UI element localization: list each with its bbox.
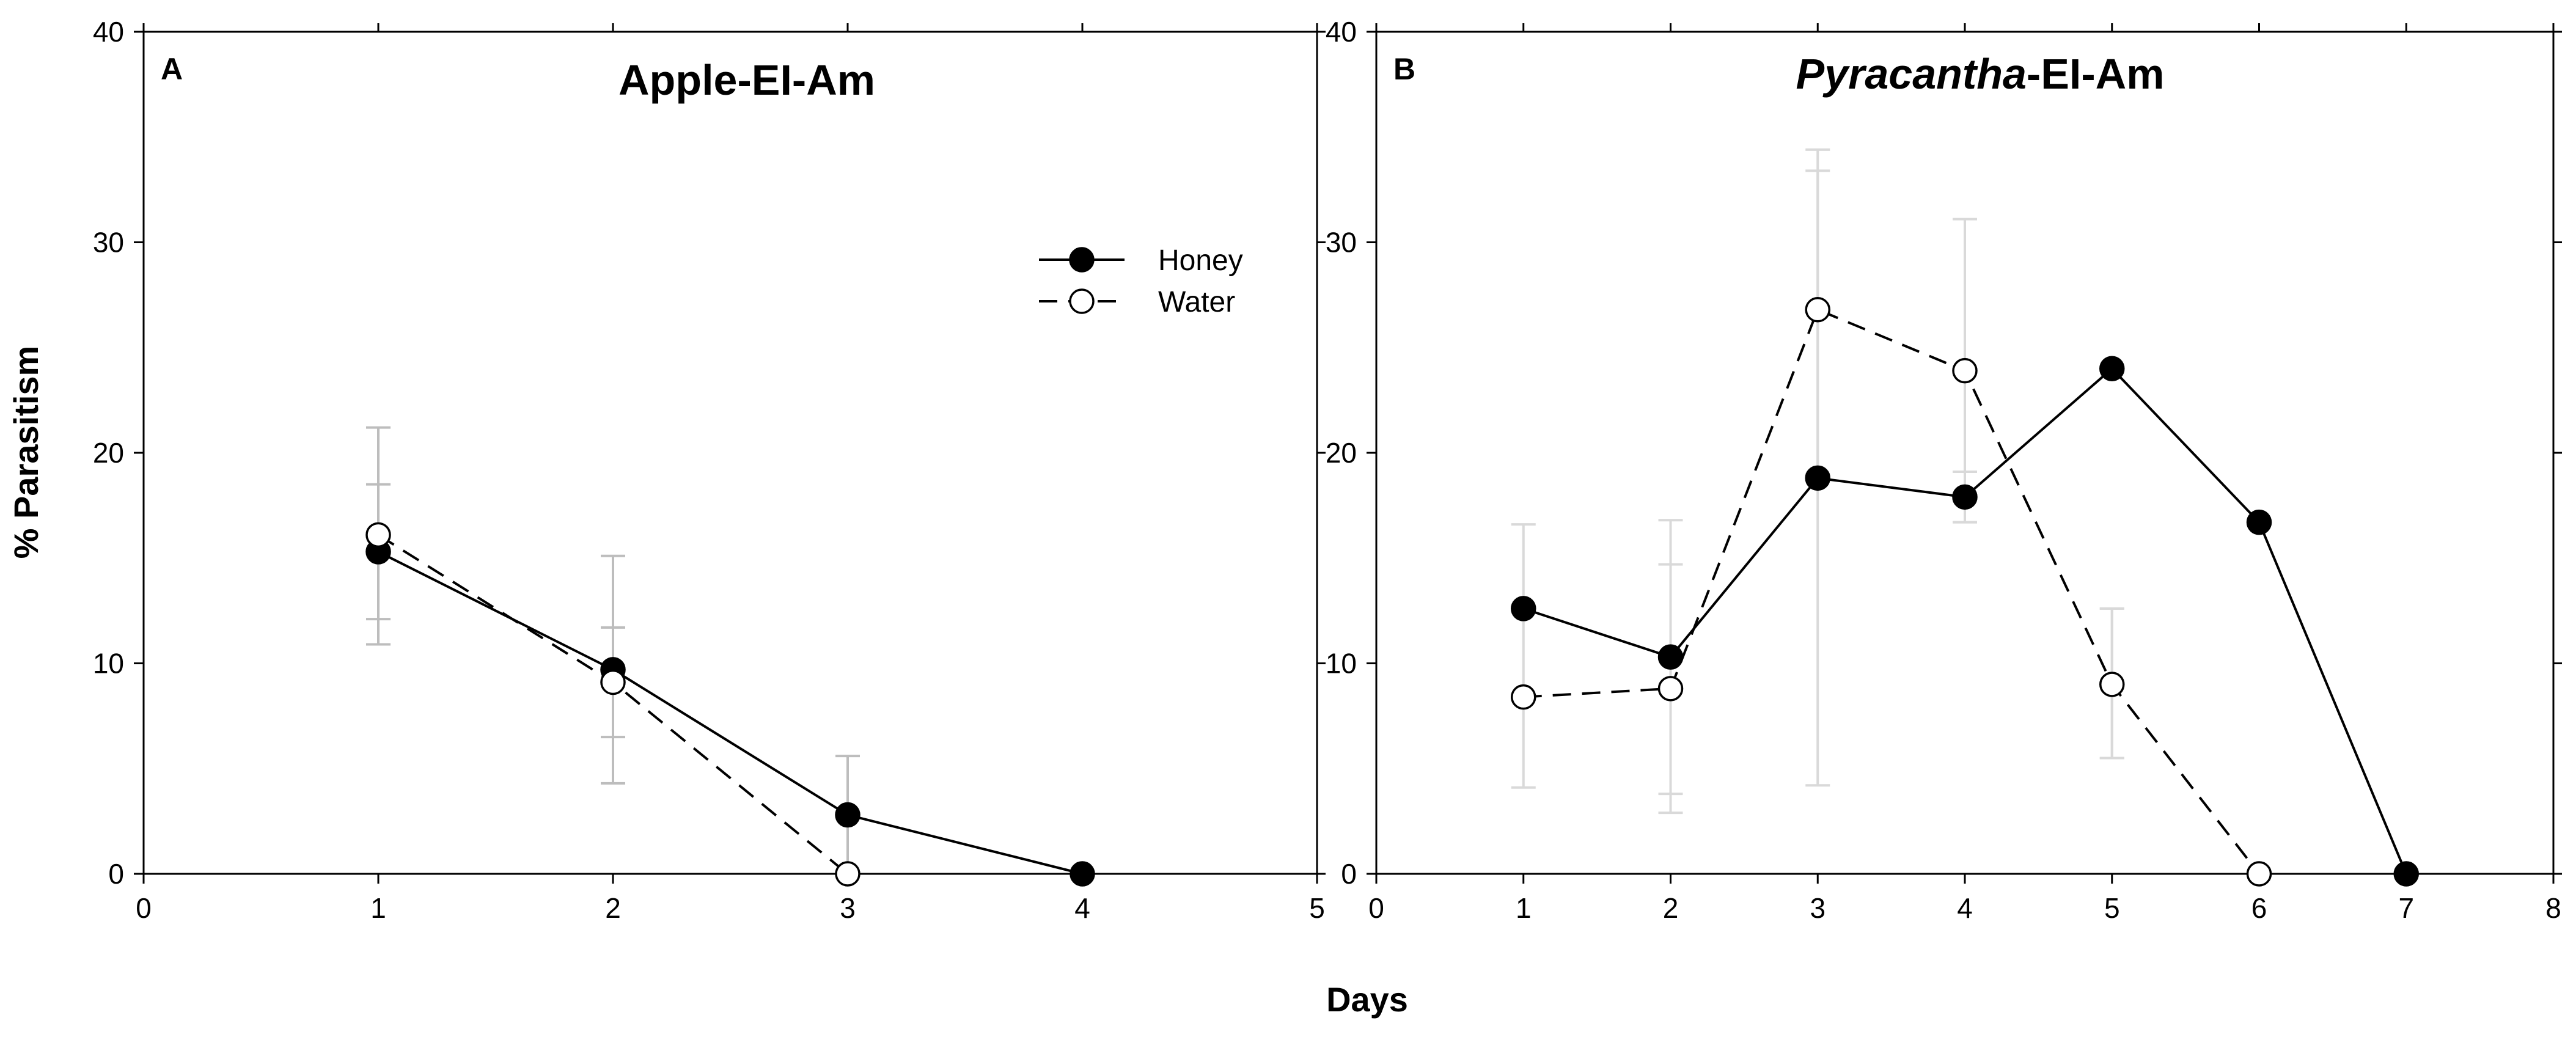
legend-label-water: Water <box>1158 286 1235 318</box>
data-point-honey <box>1511 596 1536 621</box>
data-point-water <box>2246 861 2272 887</box>
panel-title: Pyracantha-EI-Am <box>1796 50 2165 98</box>
y-tick-label: 30 <box>93 227 124 258</box>
x-tick-label: 5 <box>2104 892 2120 924</box>
panel-title-italic: Pyracantha <box>1796 50 2027 98</box>
panel-letter: A <box>161 52 183 86</box>
y-tick-label: 20 <box>1326 437 1357 469</box>
panel-letter: B <box>1393 52 1415 86</box>
data-point-honey <box>2246 509 2272 535</box>
y-tick-label: 30 <box>1326 227 1357 258</box>
x-tick-label: 1 <box>370 892 386 924</box>
y-tick-label: 0 <box>108 858 124 890</box>
data-point-water <box>1805 296 1830 323</box>
data-point-honey <box>2393 861 2419 887</box>
series-line-honey <box>378 551 1083 875</box>
y-tick-label: 10 <box>93 648 124 680</box>
y-tick-label: 10 <box>1326 648 1357 680</box>
panel-title: Apple-EI-Am <box>618 56 875 104</box>
data-point-water <box>2099 672 2125 697</box>
x-tick-label: 1 <box>1516 892 1532 924</box>
plot-frame <box>142 31 1318 875</box>
x-tick-label: 0 <box>1368 892 1384 924</box>
y-tick-label: 40 <box>93 16 124 48</box>
y-tick-label: 0 <box>1341 858 1357 890</box>
data-point-water <box>1511 684 1536 710</box>
y-tick-label: 20 <box>93 437 124 469</box>
y-axis-title: % Parasitism <box>7 346 45 559</box>
y-tick-label: 40 <box>1326 16 1357 48</box>
data-point-honey <box>835 802 861 828</box>
series-line-water <box>1523 308 2261 875</box>
panel-a: 0 1 2 3 4 5 0 10 20 30 40 A Apple-EI-Am Honey Water <box>93 16 1326 924</box>
data-point-water <box>1952 357 1978 384</box>
x-tick-label: 8 <box>2545 892 2561 924</box>
data-point-water <box>835 861 861 887</box>
x-tick-label: 3 <box>840 892 856 924</box>
legend-label-honey: Honey <box>1158 244 1243 277</box>
data-point-water <box>600 669 626 695</box>
x-tick-label: 3 <box>1810 892 1826 924</box>
data-point-water <box>365 522 391 548</box>
x-tick-label: 5 <box>1309 892 1325 924</box>
data-point-honey <box>2099 356 2125 381</box>
legend-marker-water <box>1069 288 1095 314</box>
data-point-honey <box>1952 484 1978 510</box>
legend-marker-honey <box>1069 247 1095 273</box>
data-point-honey <box>1657 644 1684 670</box>
data-point-honey <box>1805 465 1830 491</box>
x-tick-label: 4 <box>1074 892 1090 924</box>
x-tick-label: 2 <box>605 892 621 924</box>
x-tick-label: 4 <box>1957 892 1973 924</box>
data-point-water <box>1657 676 1684 702</box>
x-tick-label: 2 <box>1663 892 1679 924</box>
panel-title-text: Apple-EI-Am <box>618 56 875 104</box>
x-tick-label: 7 <box>2398 892 2414 924</box>
x-tick-label: 0 <box>136 892 152 924</box>
x-axis-title: Days <box>1326 980 1408 1019</box>
panel-title-text: -EI-Am <box>2027 50 2165 98</box>
x-tick-label: 6 <box>2251 892 2267 924</box>
data-point-honey <box>1070 861 1095 887</box>
panel-b: 0 1 2 3 4 5 6 7 8 0 10 20 30 40 B Pyracantha-EI-Am <box>1326 16 2562 924</box>
